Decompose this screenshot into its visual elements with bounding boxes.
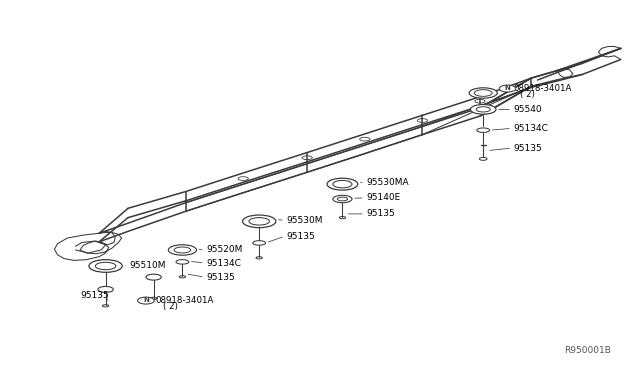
Ellipse shape (327, 178, 358, 190)
Ellipse shape (253, 241, 266, 245)
Text: 95140E: 95140E (366, 193, 401, 202)
Text: R950001B: R950001B (564, 346, 611, 355)
Ellipse shape (470, 105, 496, 114)
Text: 08918-3401A: 08918-3401A (513, 84, 572, 93)
Text: N: N (143, 297, 149, 303)
Ellipse shape (98, 286, 113, 292)
Text: 95540: 95540 (513, 105, 542, 114)
Ellipse shape (469, 88, 497, 98)
Ellipse shape (138, 297, 154, 304)
Text: 95135: 95135 (206, 273, 235, 282)
Ellipse shape (168, 245, 196, 255)
Ellipse shape (243, 215, 276, 228)
Text: 95134C: 95134C (513, 124, 548, 133)
Text: ( 2): ( 2) (520, 90, 534, 99)
Text: 95135: 95135 (80, 291, 109, 300)
Ellipse shape (474, 90, 492, 96)
Ellipse shape (146, 274, 161, 280)
Ellipse shape (499, 85, 516, 92)
Text: N: N (504, 85, 511, 91)
Ellipse shape (176, 260, 189, 264)
Text: 95134C: 95134C (206, 259, 241, 267)
Text: 95510M: 95510M (129, 262, 166, 270)
Text: 95135: 95135 (286, 232, 315, 241)
Ellipse shape (477, 128, 490, 132)
Text: 95135: 95135 (513, 144, 542, 153)
Ellipse shape (89, 260, 122, 272)
Text: ( 2): ( 2) (163, 302, 178, 311)
Ellipse shape (333, 195, 352, 203)
Text: 95530MA: 95530MA (366, 178, 409, 187)
Text: 95530M: 95530M (286, 216, 323, 225)
Text: 08918-3401A: 08918-3401A (155, 296, 213, 305)
Ellipse shape (479, 157, 487, 160)
Text: 95135: 95135 (366, 209, 395, 218)
Text: 95520M: 95520M (206, 246, 243, 254)
